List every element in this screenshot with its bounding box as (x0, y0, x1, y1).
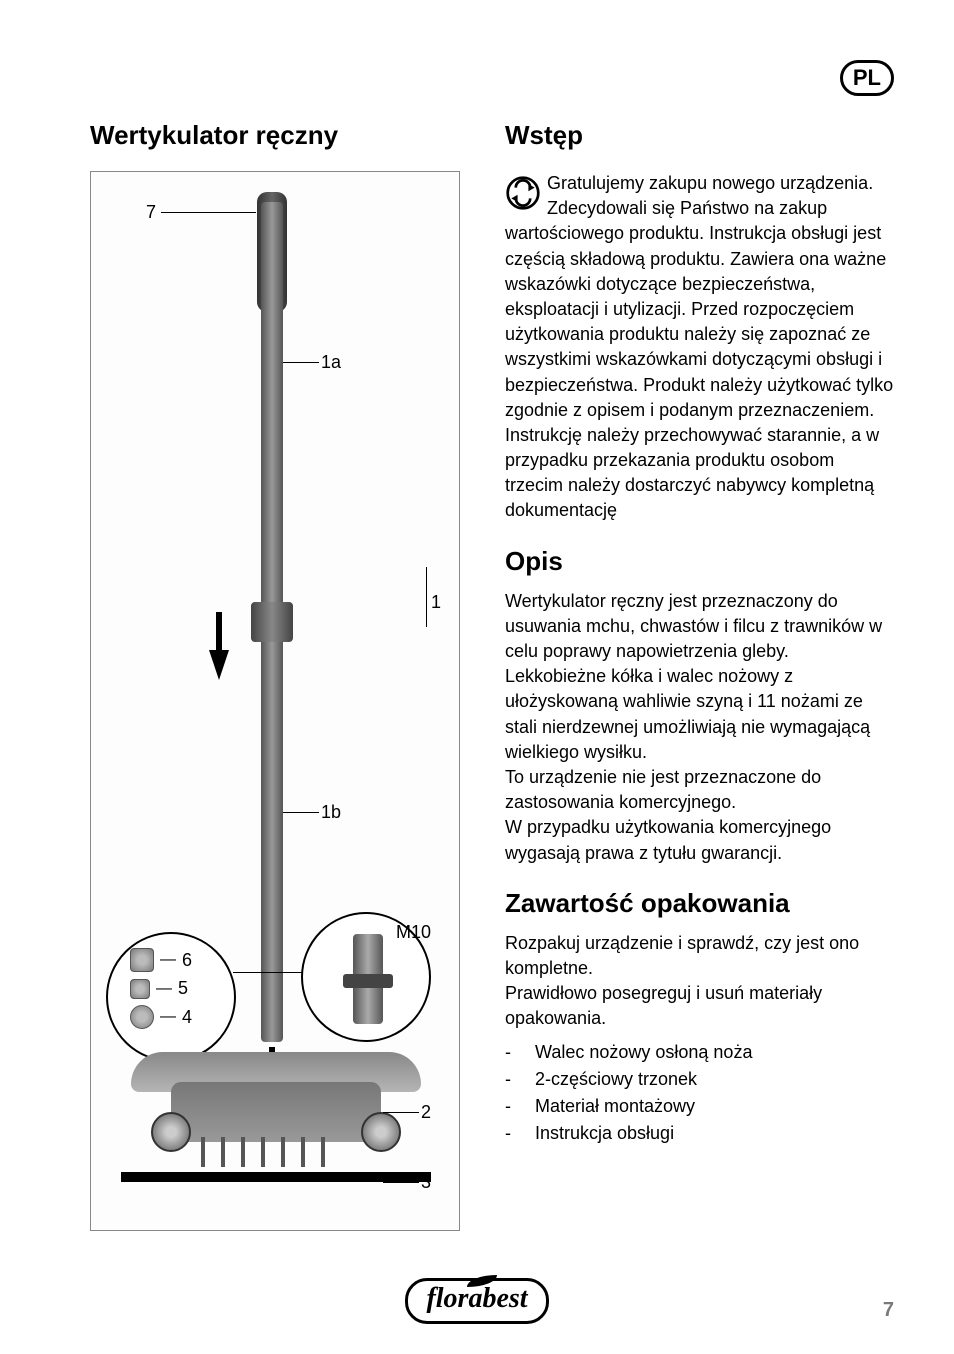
diagram-label-1a: 1a (321, 352, 341, 373)
diagram-lead (283, 362, 319, 363)
contents-intro: Rozpakuj urządzenie i sprawdź, czy jest … (505, 931, 894, 981)
nut-icon (130, 1005, 154, 1029)
contents-list: Walec nożowy osłoną noża 2-częściowy trz… (505, 1039, 894, 1147)
diagram-label-3: 3 (421, 1172, 431, 1193)
diagram-hw-lead: — (156, 980, 172, 998)
list-item: 2-częściowy trzonek (505, 1066, 894, 1093)
diagram-arrow-line (216, 612, 222, 652)
diagram-blade (241, 1137, 245, 1167)
diagram-blade (301, 1137, 305, 1167)
description-text-3: W przypadku użytkowania komercyjnego wyg… (505, 815, 894, 865)
brand-logo: florabest (405, 1278, 548, 1324)
brand-logo-text: florabest (426, 1283, 527, 1314)
diagram-label-1: 1 (431, 592, 441, 613)
diagram-label-m10: M10 (396, 922, 431, 943)
contents-intro-2: Prawidłowo posegreguj i usuń materiały o… (505, 981, 894, 1031)
diagram-blade (321, 1137, 325, 1167)
product-title: Wertykulator ręczny (90, 120, 470, 151)
intro-text: Gratulujemy zakupu nowego urządzenia. Zd… (505, 173, 893, 420)
diagram-blade (281, 1137, 285, 1167)
footer-logo-band: florabest (0, 1278, 954, 1324)
description-text: Wertykulator ręczny jest przeznaczony do… (505, 589, 894, 765)
diagram-joint (251, 602, 293, 642)
diagram-callout-hardware: — 6 — 5 — 4 (106, 932, 236, 1062)
diagram-label-1b: 1b (321, 802, 341, 823)
diagram-label-7: 7 (146, 202, 156, 223)
diagram-lead (233, 972, 303, 973)
left-column: Wertykulator ręczny 7 1a 1 1b (90, 120, 470, 1231)
language-badge: PL (840, 60, 894, 96)
diagram-hw-lead: — (160, 1008, 176, 1026)
diagram-wheel-right (361, 1112, 401, 1152)
description-text-2: To urządzenie nie jest przeznaczone do z… (505, 765, 894, 815)
diagram-hw-lead: — (160, 951, 176, 969)
diagram-label-2: 2 (421, 1102, 431, 1123)
list-item: Materiał montażowy (505, 1093, 894, 1120)
diagram-head (171, 1082, 381, 1142)
recycle-hands-icon (505, 175, 541, 211)
page-number: 7 (883, 1299, 894, 1322)
diagram-groundline (121, 1172, 431, 1182)
diagram-lead (161, 212, 256, 213)
diagram-blade (201, 1137, 205, 1167)
washer-large-icon (130, 948, 154, 972)
product-diagram: 7 1a 1 1b — 6 (90, 171, 460, 1231)
diagram-wheel-left (151, 1112, 191, 1152)
list-item: Instrukcja obsługi (505, 1120, 894, 1147)
diagram-connector-bolt (343, 974, 393, 988)
diagram-label-5: 5 (178, 978, 188, 999)
diagram-blade (261, 1137, 265, 1167)
diagram-lead (383, 1182, 419, 1183)
diagram-label-4: 4 (182, 1007, 192, 1028)
manual-page: PL Wertykulator ręczny 7 1a 1 (0, 0, 954, 1354)
diagram-arrow-icon (209, 650, 229, 680)
diagram-lead (383, 1112, 419, 1113)
right-column: Wstęp Gratulujemy zakupu nowego urządzen… (505, 120, 894, 1231)
list-item: Walec nożowy osłoną noża (505, 1039, 894, 1066)
two-column-layout: Wertykulator ręczny 7 1a 1 1b (90, 120, 894, 1231)
description-heading: Opis (505, 546, 894, 577)
intro-paragraph: Gratulujemy zakupu nowego urządzenia. Zd… (505, 171, 894, 423)
washer-small-icon (130, 979, 150, 999)
diagram-lead (426, 567, 427, 627)
diagram-label-6: 6 (182, 950, 192, 971)
intro-text-2: Instrukcję należy przechowywać starannie… (505, 423, 894, 524)
intro-heading: Wstęp (505, 120, 894, 151)
diagram-lead (283, 812, 319, 813)
contents-heading: Zawartość opakowania (505, 888, 894, 919)
diagram-blade (221, 1137, 225, 1167)
